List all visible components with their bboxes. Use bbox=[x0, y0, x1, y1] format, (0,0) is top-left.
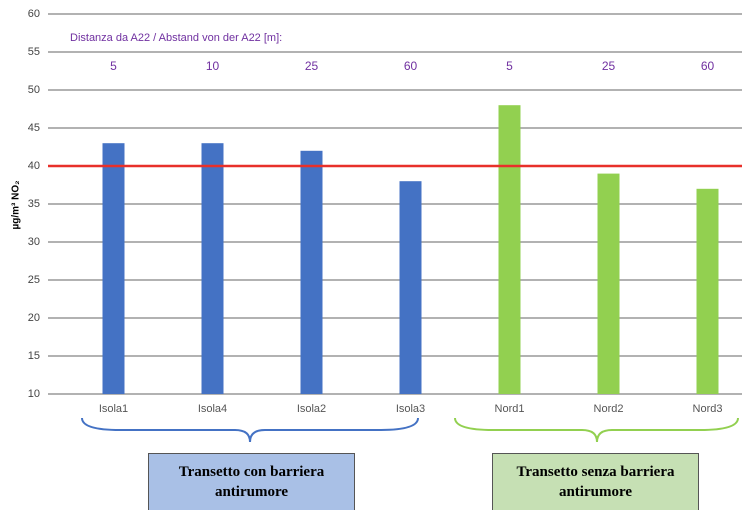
x-tick-label: Nord3 bbox=[693, 403, 723, 415]
bar bbox=[201, 143, 224, 394]
x-tick-label: Isola2 bbox=[297, 403, 326, 415]
y-tick-label: 60 bbox=[28, 8, 40, 20]
x-tick-label: Isola3 bbox=[396, 403, 425, 415]
y-tick-label: 15 bbox=[28, 350, 40, 362]
annotation: Distanza da A22 / Abstand von der A22 [m… bbox=[70, 32, 282, 44]
distance-label: 25 bbox=[602, 59, 616, 73]
group-brace bbox=[81, 417, 419, 443]
distance-label: 5 bbox=[110, 59, 117, 73]
bar bbox=[696, 188, 719, 394]
group-label: Transetto con barriera antirumore bbox=[178, 464, 325, 500]
x-tick-label: Nord1 bbox=[495, 403, 525, 415]
distance-label: 60 bbox=[701, 59, 715, 73]
distance-label: 25 bbox=[305, 59, 319, 73]
group-brace bbox=[454, 417, 739, 443]
bar bbox=[399, 181, 422, 394]
group-box: Transetto senza barriera antirumore bbox=[492, 453, 699, 510]
distance-label: 5 bbox=[506, 59, 513, 73]
distance-label: 60 bbox=[404, 59, 418, 73]
y-tick-label: 55 bbox=[28, 46, 40, 58]
y-tick-label: 10 bbox=[28, 388, 40, 400]
y-tick-label: 30 bbox=[28, 236, 40, 248]
y-tick-label: 35 bbox=[28, 198, 40, 210]
distance-label: 10 bbox=[206, 59, 220, 73]
x-tick-label: Nord2 bbox=[594, 403, 624, 415]
group-box: Transetto con barriera antirumore bbox=[148, 453, 355, 510]
y-tick-label: 40 bbox=[28, 160, 40, 172]
x-tick-label: Isola4 bbox=[198, 403, 227, 415]
y-tick-label: 25 bbox=[28, 274, 40, 286]
bar bbox=[597, 173, 620, 394]
bar bbox=[102, 143, 125, 394]
y-tick-label: 50 bbox=[28, 84, 40, 96]
y-axis-label: µg/m³ NO₂ bbox=[11, 180, 22, 229]
y-tick-label: 45 bbox=[28, 122, 40, 134]
group-label: Transetto senza barriera antirumore bbox=[516, 464, 675, 500]
x-tick-label: Isola1 bbox=[99, 403, 128, 415]
bar bbox=[300, 150, 323, 394]
y-tick-label: 20 bbox=[28, 312, 40, 324]
bar bbox=[498, 105, 521, 394]
